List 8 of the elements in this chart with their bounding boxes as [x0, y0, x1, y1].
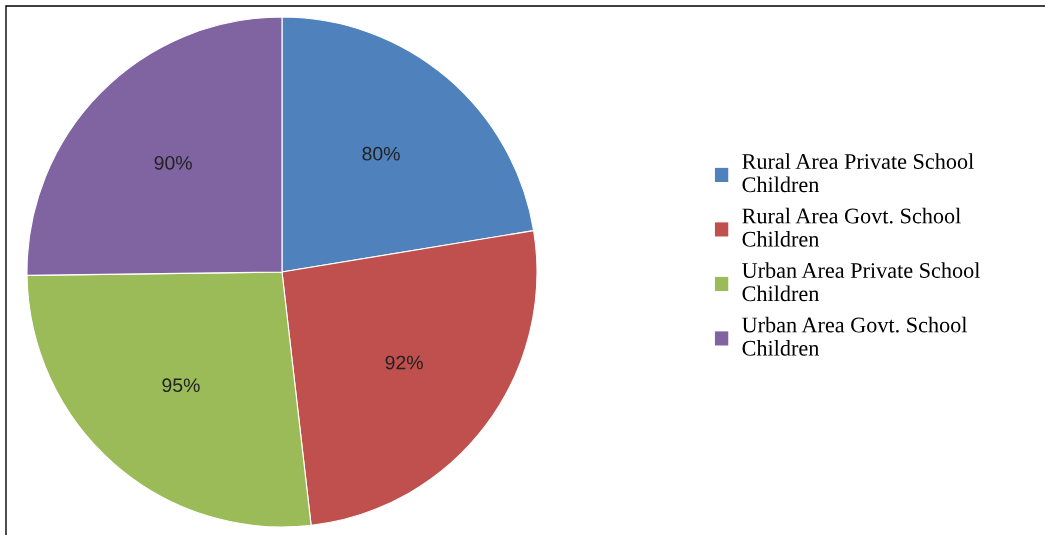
legend-label: Rural Area Govt. School Children [742, 207, 961, 247]
legend-label: Rural Area Private School Children [742, 153, 974, 193]
legend-label: Urban Area Govt. School Children [742, 316, 968, 356]
data-label: 95% [162, 378, 200, 393]
data-label: 90% [154, 155, 192, 170]
data-label: 80% [362, 146, 400, 161]
legend-label: Urban Area Private School Children [742, 262, 980, 302]
data-label: 92% [385, 355, 423, 370]
